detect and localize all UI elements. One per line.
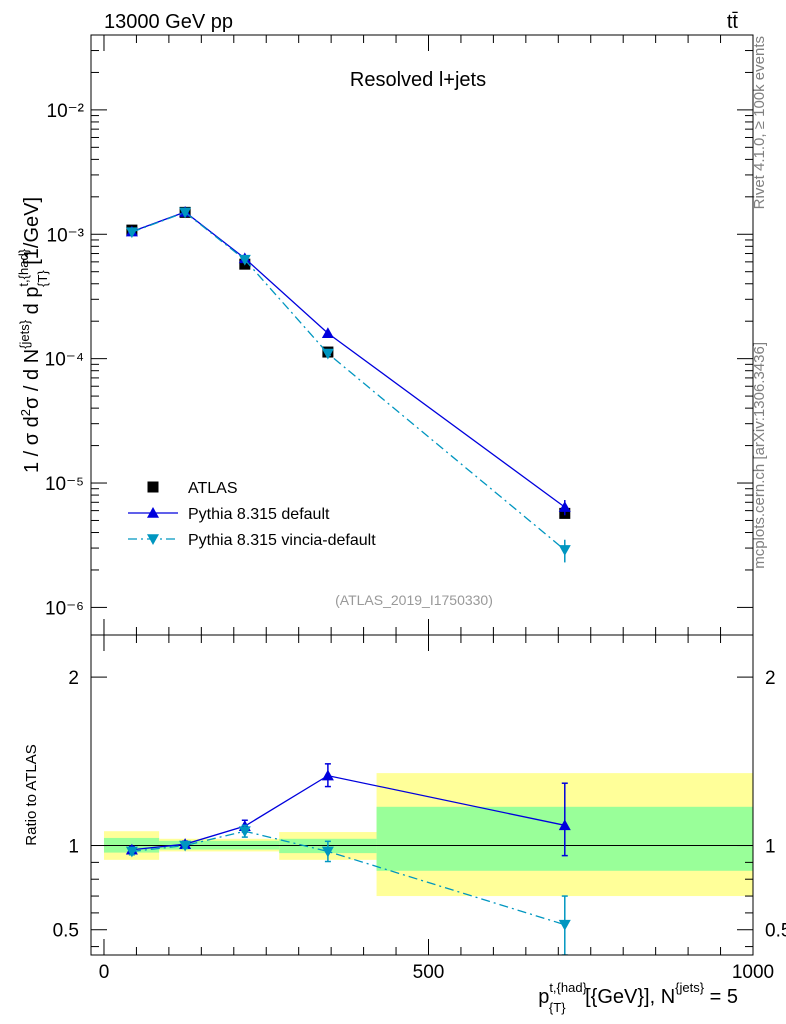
main-series-0 — [126, 206, 571, 519]
y-tick-label: 10⁻⁶ — [45, 598, 84, 619]
legend-item-2: Pythia 8.315 vincia-default — [128, 532, 376, 549]
legend-marker — [147, 481, 159, 493]
main-point — [179, 207, 192, 219]
ratio-series-1 — [125, 824, 571, 955]
ratio-y-tick-label-left: 1 — [68, 837, 79, 858]
main-title: Resolved l+jets — [350, 69, 486, 91]
ratio-point — [558, 819, 571, 831]
main-panel: 10⁻⁶ 10⁻⁵ 10⁻⁴ 10⁻³ 10⁻² Resolved l+jets (AT… — [16, 34, 754, 636]
y-tick-label: 10⁻² — [47, 101, 85, 122]
main-x-ticks — [103, 35, 754, 635]
legend-label: Pythia 8.315 default — [188, 506, 330, 523]
rivet-version-label: Rivet 4.1.0, ≥ 100k events — [751, 36, 768, 209]
main-series-2 — [125, 207, 571, 563]
ratio-panel-frame — [90, 634, 754, 956]
ratio-y-tick-label-right: 1 — [765, 837, 776, 858]
ratio-y-tick-label-right: 0.5 — [765, 921, 786, 942]
y-tick-label: 10⁻⁴ — [45, 350, 84, 371]
x-tick-label: 500 — [413, 962, 445, 983]
ratio-x-ticks: 0 500 1000 — [99, 635, 774, 983]
ratio-y-ticks: 0.5 0.5 1 1 2 2 — [53, 668, 786, 948]
main-series-line-2 — [131, 211, 566, 551]
ratio-panel: 0.5 0.5 1 1 2 2 0 500 1000 Ratio to ATLAS pt,{h… — [23, 634, 786, 1015]
x-tick-label: 0 — [99, 962, 110, 983]
main-point — [558, 501, 571, 512]
ratio-y-axis-label: Ratio to ATLAS — [23, 744, 40, 845]
legend-marker — [147, 507, 159, 518]
main-point — [321, 348, 334, 360]
x-tick-label: 1000 — [732, 962, 774, 983]
main-y-ticks: 10⁻⁶ 10⁻⁵ 10⁻⁴ 10⁻³ 10⁻² — [45, 34, 753, 619]
main-point — [558, 545, 571, 556]
ratio-point — [321, 846, 334, 858]
main-point — [238, 254, 251, 266]
ratio-point — [558, 919, 571, 931]
ratio-y-tick-label-right: 2 — [765, 668, 776, 689]
legend-marker — [147, 534, 159, 545]
y-tick-label: 10⁻⁵ — [45, 474, 84, 495]
main-series-line-1 — [131, 211, 566, 508]
ratio-y-tick-label-left: 0.5 — [53, 921, 79, 942]
ratio-y-tick-label-left: 2 — [68, 668, 79, 689]
process-label: tt̄ — [727, 11, 739, 33]
mcplots-label: mcplots.cern.ch [arXiv:1306.3436] — [751, 342, 768, 569]
y-tick-label: 10⁻³ — [47, 225, 85, 246]
main-point — [125, 227, 138, 239]
ratio-data-layer — [91, 763, 753, 955]
ratio-point — [125, 846, 138, 858]
legend-label: Pythia 8.315 vincia-default — [188, 532, 376, 549]
legend-item-0: ATLAS — [147, 480, 238, 497]
legend: ATLAS Pythia 8.315 default Pythia 8.315 vi… — [128, 480, 376, 549]
main-data-layer — [125, 206, 571, 563]
ratio-point — [321, 769, 334, 781]
main-y-axis-label-text: 1 / σ d2σ / d N{jets} d pt,{had} {T} [1/G… — [16, 197, 50, 473]
main-series-1 — [125, 206, 571, 516]
energy-label: 13000 GeV pp — [104, 11, 233, 33]
legend-item-1: Pythia 8.315 default — [128, 506, 330, 523]
x-axis-label: pt,{had} {T} [{GeV}], N{jets} = 5 — [538, 980, 738, 1015]
analysis-tag: (ATLAS_2019_I1750330) — [335, 592, 493, 608]
ratio-point — [238, 826, 251, 838]
ratio-point — [179, 840, 192, 852]
main-point — [321, 327, 334, 339]
main-y-axis-label: 1 / σ d2σ / d N{jets} d pt,{had} {T} [1/G… — [16, 197, 50, 473]
legend-label: ATLAS — [188, 480, 238, 497]
